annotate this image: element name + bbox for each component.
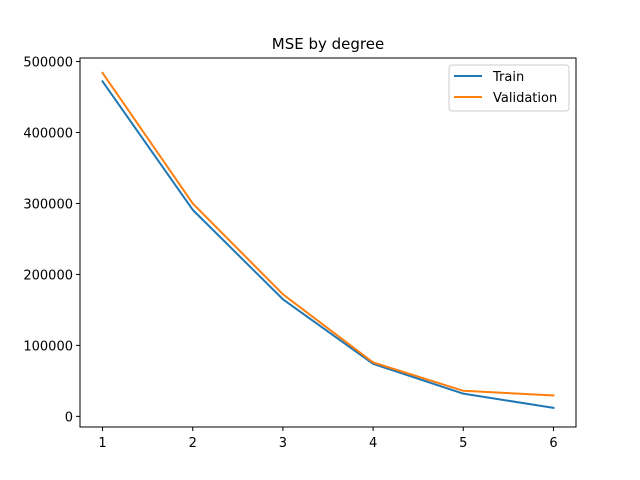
y-tick-label: 200000 [23,268,73,283]
y-tick-label: 300000 [23,197,73,212]
y-tick-label: 400000 [23,127,73,142]
legend: Train Validation [448,64,570,112]
legend-label-train: Train [492,70,524,85]
x-tick-label: 2 [189,436,197,451]
chart-title: MSE by degree [272,35,384,53]
series-line-validation [101,71,555,397]
axes-frame [79,57,577,428]
x-tick-label: 1 [98,436,106,451]
legend-label-validation: Validation [493,91,557,106]
series-line-train [101,80,555,409]
y-tick-label: 100000 [23,339,73,354]
x-tick-label: 5 [459,436,467,451]
x-tick-label: 3 [279,436,287,451]
plot-layer [101,71,555,409]
y-tick-label: 500000 [23,56,73,71]
axes-layer: 1 2 3 4 5 6 0 100000 200000 300000 400000 500000 [23,56,577,451]
y-tick-label: 0 [65,410,73,425]
x-tick-label: 6 [549,436,557,451]
x-tick-label: 4 [369,436,377,451]
